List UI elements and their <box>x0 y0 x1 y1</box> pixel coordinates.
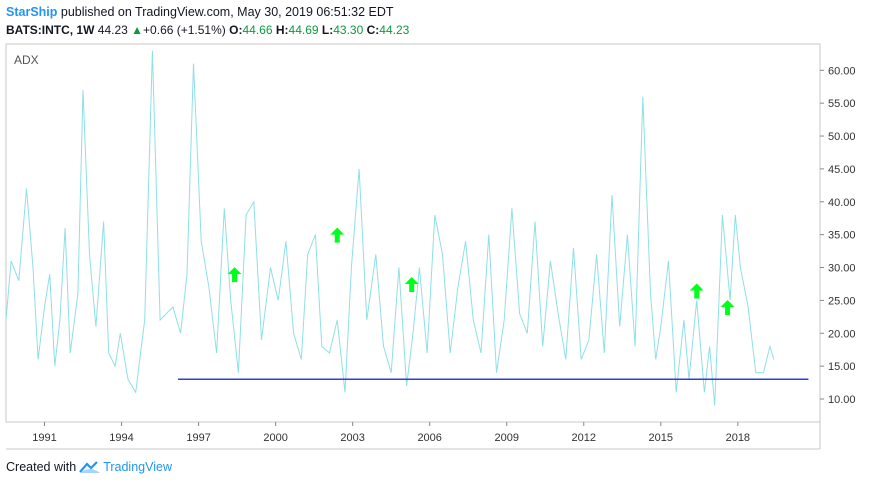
indicator-title: ADX <box>14 53 39 67</box>
x-tick-label: 2006 <box>417 432 441 444</box>
price-change: +0.66 (+1.51%) <box>143 23 226 37</box>
symbol-label: BATS:INTC, 1W <box>6 23 95 37</box>
x-tick-label: 1997 <box>186 432 210 444</box>
y-tick-label: 45.00 <box>828 164 856 176</box>
high-value: 44.69 <box>288 23 319 37</box>
publish-info: StarShip published on TradingView.com, M… <box>6 5 394 19</box>
up-arrow-marker-icon[interactable] <box>330 227 345 243</box>
y-tick-label: 20.00 <box>828 328 856 340</box>
x-tick-label: 2009 <box>494 432 518 444</box>
up-arrow-icon: ▲ <box>131 23 144 37</box>
y-tick-label: 25.00 <box>828 295 856 307</box>
up-arrow-marker-icon[interactable] <box>720 299 735 315</box>
low-label: L: <box>321 23 334 37</box>
close-label: C: <box>366 23 380 37</box>
x-tick-label: 2000 <box>263 432 287 444</box>
y-tick-label: 50.00 <box>828 131 856 143</box>
y-tick-label: 10.00 <box>828 394 856 406</box>
tradingview-logo-icon <box>79 461 101 473</box>
plot-area[interactable] <box>5 43 821 423</box>
x-tick-label: 1994 <box>109 432 133 444</box>
y-tick-label: 35.00 <box>828 230 856 242</box>
low-value: 43.30 <box>333 23 364 37</box>
last-price: 44.23 <box>97 23 128 37</box>
x-tick-label: 2018 <box>726 432 750 444</box>
x-tick-label: 2012 <box>572 432 596 444</box>
adx-series-line <box>5 50 775 406</box>
tradingview-link[interactable]: TradingView <box>103 460 172 474</box>
open-label: O: <box>229 23 243 37</box>
y-tick-label: 55.00 <box>828 98 856 110</box>
x-tick-label: 2003 <box>340 432 364 444</box>
y-tick-label: 60.00 <box>828 65 856 77</box>
created-with-text: Created with <box>6 460 77 474</box>
x-tick-label: 2015 <box>649 432 673 444</box>
open-value: 44.66 <box>242 23 273 37</box>
up-arrow-marker-icon[interactable] <box>404 276 419 292</box>
y-tick-label: 40.00 <box>828 197 856 209</box>
y-tick-label: 30.00 <box>828 263 856 275</box>
y-tick-label: 15.00 <box>828 361 856 373</box>
up-arrow-marker-icon[interactable] <box>689 283 704 299</box>
x-tick-label: 1991 <box>32 432 56 444</box>
high-label: H: <box>275 23 289 37</box>
close-value: 44.23 <box>379 23 410 37</box>
published-text: published on TradingView.com, May 30, 20… <box>60 5 394 19</box>
footer: Created with TradingView <box>6 460 172 474</box>
author-name[interactable]: StarShip <box>6 5 58 19</box>
symbol-info-bar: BATS:INTC, 1W 44.23 ▲+0.66 (+1.51%) O:44… <box>6 23 409 37</box>
up-arrow-marker-icon[interactable] <box>227 267 242 283</box>
